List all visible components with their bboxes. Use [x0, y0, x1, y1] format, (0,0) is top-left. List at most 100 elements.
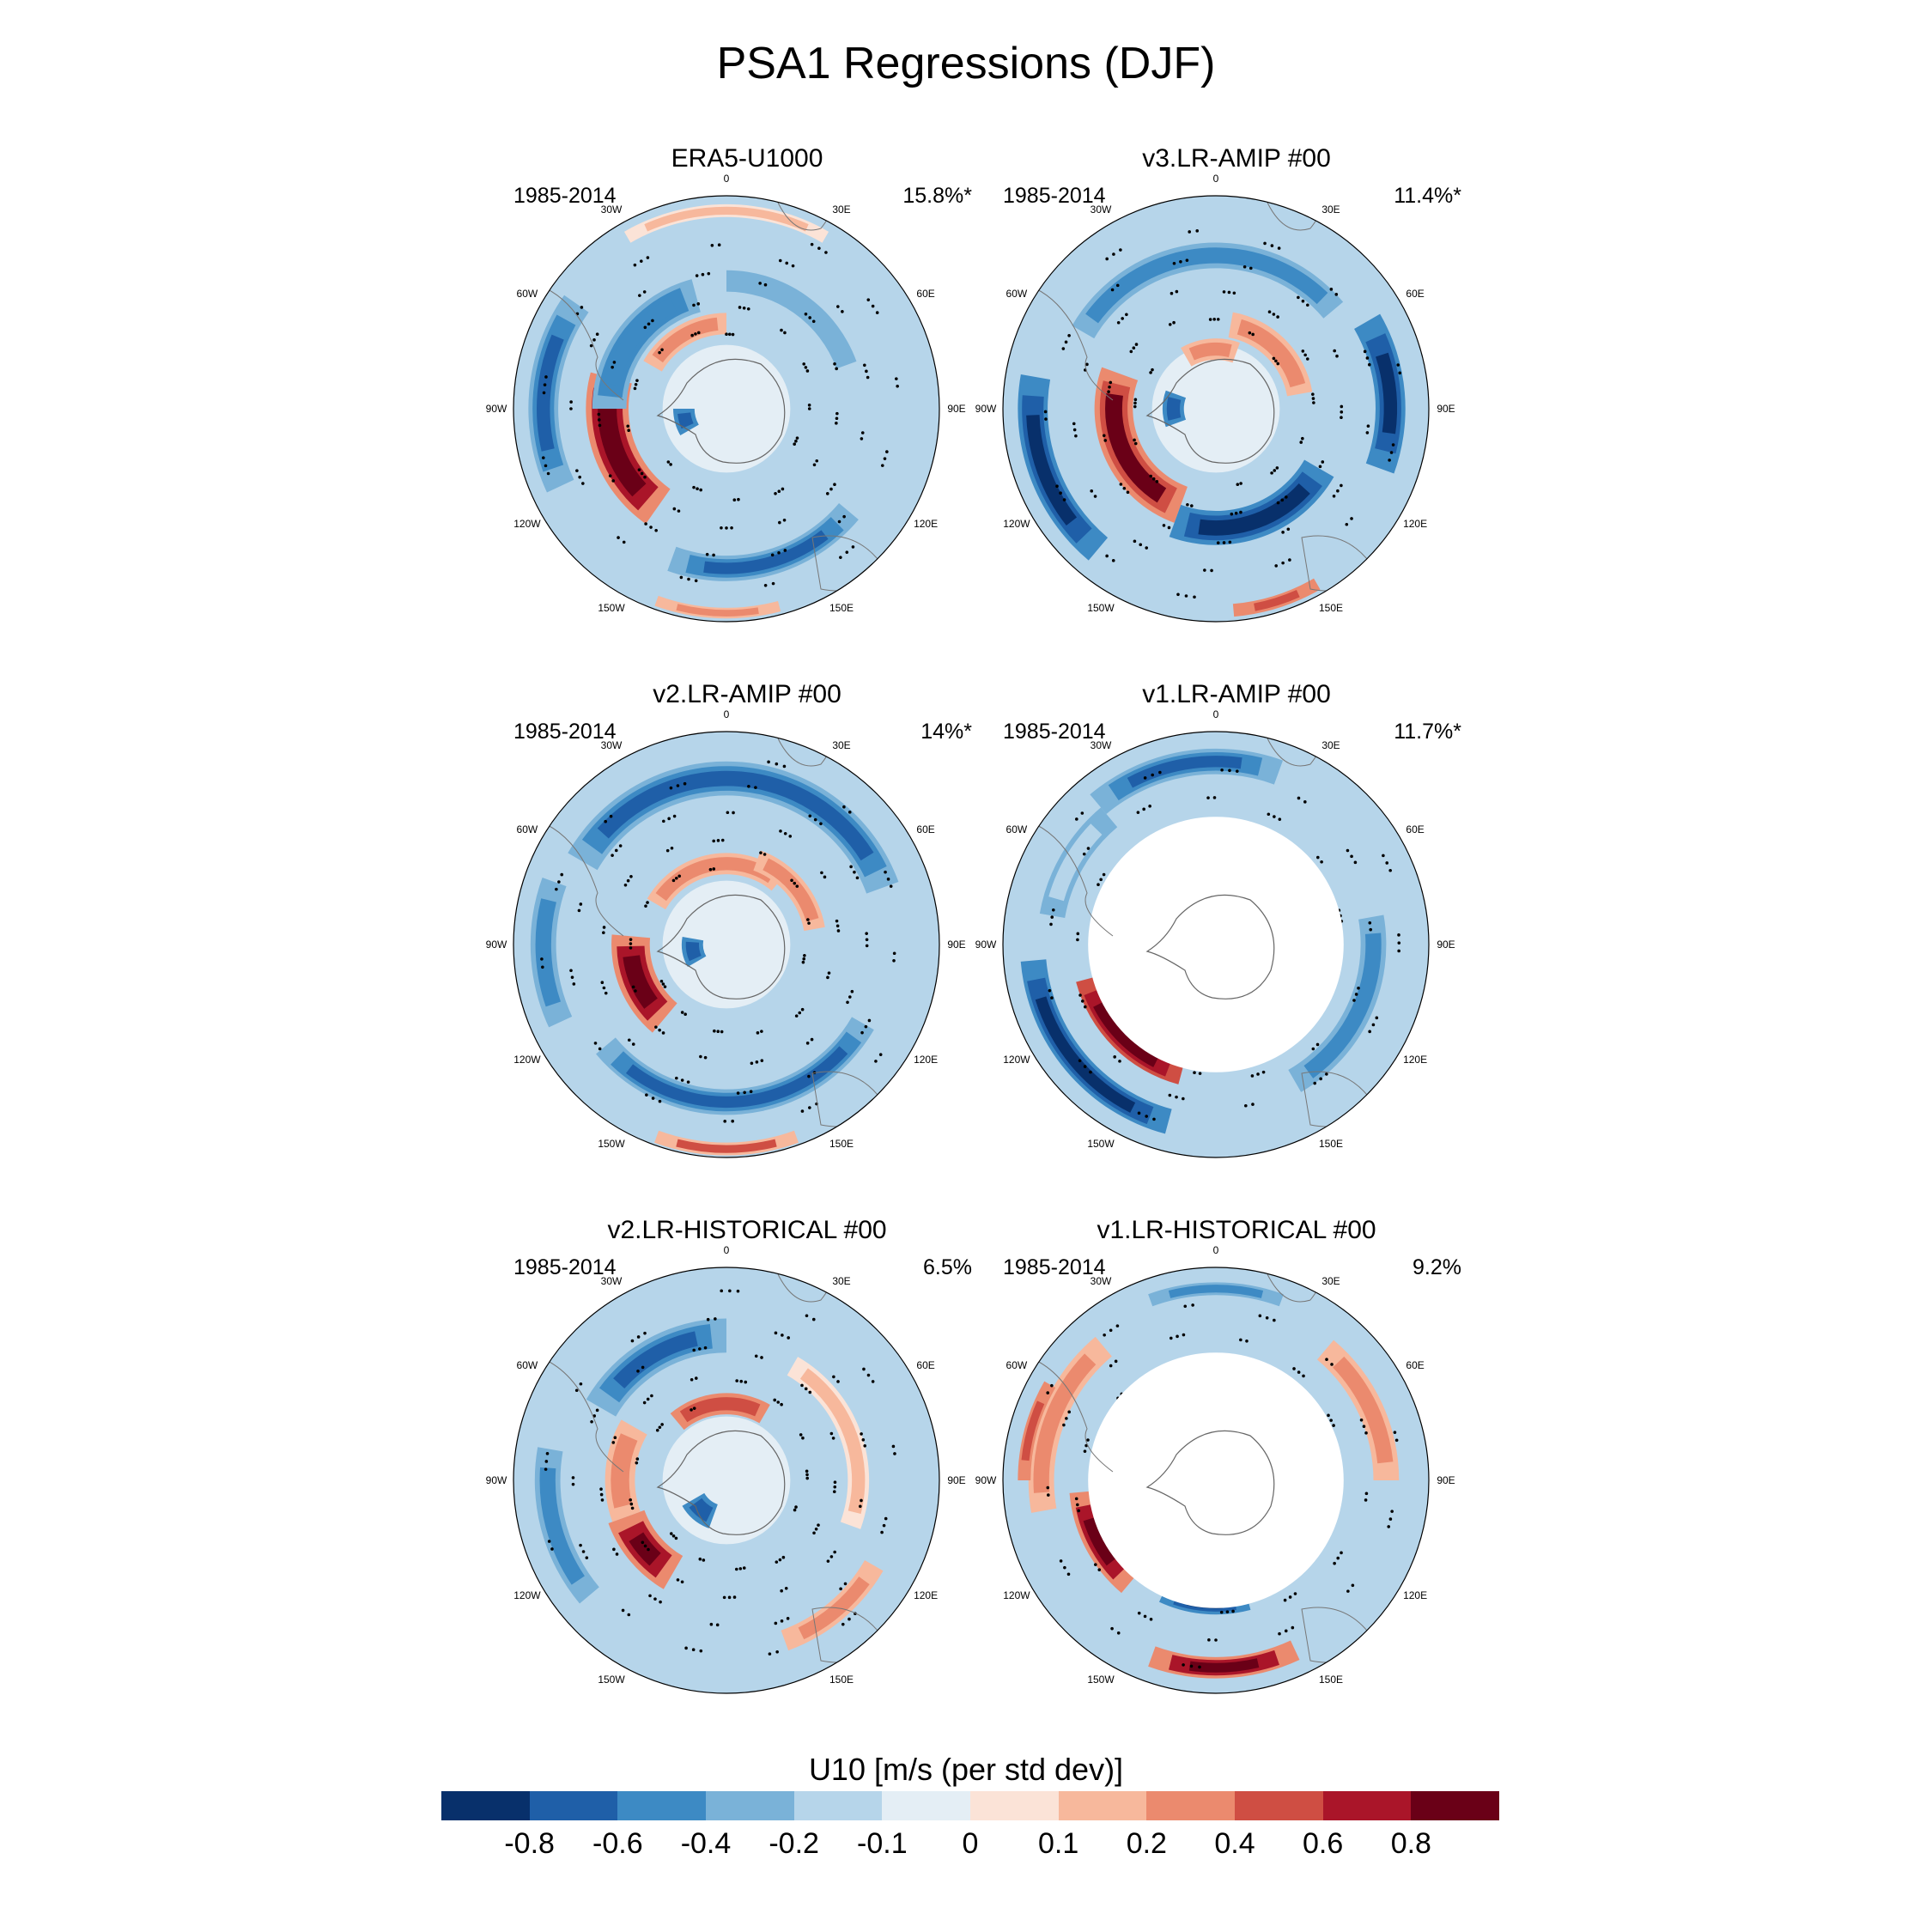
longitude-label: 180 — [718, 1704, 735, 1705]
significance-dot — [671, 878, 676, 883]
longitude-label: 60E — [1406, 1359, 1424, 1371]
significance-dot — [1274, 359, 1278, 363]
significance-dot — [790, 878, 793, 883]
colorbar — [441, 1791, 1500, 1820]
significance-dot — [1267, 812, 1271, 817]
significance-dot — [1297, 295, 1300, 300]
significance-dot — [785, 261, 789, 265]
significance-dot — [638, 294, 641, 297]
significance-dot — [1089, 1070, 1092, 1074]
significance-dot — [1239, 1338, 1242, 1342]
significance-dot — [762, 853, 767, 856]
significance-dot — [1078, 993, 1082, 997]
significance-dot — [716, 839, 720, 842]
significance-dot — [1126, 490, 1130, 495]
panel-percent-variance: 11.4%* — [1394, 184, 1461, 208]
panel-period: 1985-2014 — [513, 184, 617, 208]
significance-dot — [637, 468, 641, 471]
significance-dot — [680, 1580, 684, 1584]
significance-dot — [763, 283, 768, 287]
significance-dot — [599, 1492, 604, 1497]
significance-dot — [750, 1061, 754, 1066]
significance-dot — [1368, 921, 1372, 925]
map-border — [513, 731, 940, 1158]
significance-dot — [1249, 266, 1253, 270]
significance-dot — [683, 1012, 687, 1016]
significance-dot — [1143, 1614, 1147, 1619]
south-america-coastline — [545, 288, 624, 401]
colorbar-box — [1146, 1791, 1236, 1820]
significance-dot — [776, 1400, 781, 1404]
significance-dot — [827, 971, 831, 975]
significance-dot — [550, 1547, 554, 1551]
longitude-label: 150W — [598, 1674, 625, 1686]
significance-dot — [866, 1373, 871, 1377]
longitude-label: 150W — [1087, 1138, 1115, 1150]
contour-region — [1236, 319, 1306, 388]
significance-dot — [1044, 417, 1048, 421]
significance-dot — [627, 428, 631, 433]
significance-dot — [1222, 290, 1226, 294]
significance-dot — [805, 1476, 810, 1480]
significance-dot — [540, 957, 544, 961]
significance-dot — [609, 814, 613, 818]
significance-dot — [545, 1452, 550, 1455]
significance-dot — [1110, 1626, 1114, 1631]
significance-dot — [735, 1379, 738, 1382]
significance-dot — [1183, 1304, 1188, 1309]
longitude-label: 60E — [1406, 823, 1424, 835]
contour-region — [652, 317, 719, 363]
significance-dot — [1082, 852, 1086, 856]
significance-dot — [541, 965, 544, 969]
significance-dot — [720, 838, 725, 842]
significance-dot — [557, 880, 561, 884]
significance-dot — [569, 407, 573, 410]
significance-dot — [784, 1587, 788, 1590]
significance-dot — [819, 822, 823, 826]
panel-period: 1985-2014 — [1003, 1255, 1106, 1279]
significance-dot — [674, 876, 678, 880]
colorbar-box — [617, 1791, 707, 1820]
contour-region — [677, 412, 694, 429]
longitude-label: 60W — [1006, 823, 1028, 835]
longitude-label: 150W — [598, 602, 625, 614]
significance-dot — [1251, 1103, 1255, 1106]
significance-dot — [871, 304, 875, 308]
significance-dot — [544, 375, 548, 379]
significance-dot — [572, 982, 576, 986]
significance-dot — [1336, 1556, 1340, 1560]
significance-dot — [767, 760, 770, 764]
contour-region — [1027, 977, 1154, 1125]
significance-dot — [1151, 773, 1154, 777]
significance-dot — [732, 811, 735, 815]
colorbar-tick-label: -0.8 — [504, 1827, 555, 1860]
significance-dot — [1273, 469, 1277, 472]
significance-dot — [860, 1432, 863, 1436]
longitude-label: 150E — [1319, 1138, 1343, 1150]
significance-dot — [866, 375, 870, 380]
significance-dot — [633, 263, 637, 267]
longitude-label: 60W — [1006, 288, 1028, 300]
significance-dot — [1245, 1339, 1249, 1343]
longitude-label: 60W — [517, 823, 538, 835]
longitude-label: 150E — [829, 1674, 854, 1686]
longitude-label: 180 — [1207, 633, 1224, 634]
significance-dot — [1119, 483, 1123, 486]
significance-dot — [1149, 1618, 1153, 1621]
contour-region — [1303, 933, 1382, 1078]
significance-dot — [1242, 264, 1247, 269]
significance-dot — [833, 1485, 837, 1489]
significance-dot — [585, 1556, 589, 1559]
significance-dot — [1353, 860, 1358, 865]
significance-dot — [1301, 349, 1305, 353]
contour-region — [537, 334, 564, 452]
significance-dot — [560, 872, 564, 877]
significance-dot — [743, 1091, 746, 1095]
significance-dot — [635, 379, 639, 382]
significance-dot — [648, 1594, 652, 1598]
significance-dot — [832, 1375, 835, 1379]
significance-dot — [659, 1600, 662, 1604]
significance-dot — [1389, 451, 1394, 454]
significance-dot — [826, 975, 829, 980]
antarctica-coastline — [1145, 1430, 1275, 1535]
